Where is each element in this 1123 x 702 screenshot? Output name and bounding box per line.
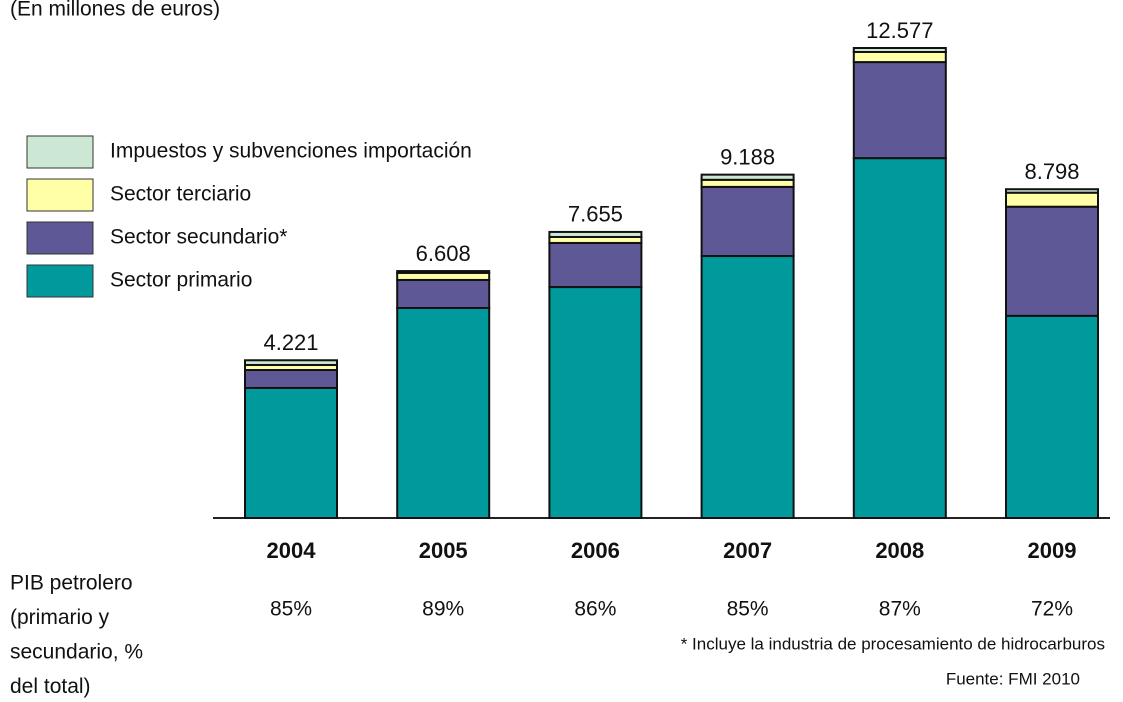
bar-segment <box>852 47 947 53</box>
pib-share: 89% <box>422 598 464 621</box>
pib-share: 85% <box>270 598 312 621</box>
legend-label: Sector primario <box>110 269 252 292</box>
total-label: 4.221 <box>263 330 318 355</box>
total-label: 7.655 <box>568 202 623 227</box>
row-label: (primario y <box>10 606 110 629</box>
bar-segment <box>244 386 338 519</box>
bar-segment <box>1005 191 1099 208</box>
x-tick-label: 2005 <box>419 538 468 563</box>
bar-segment <box>852 157 947 519</box>
bar-segment <box>852 61 947 160</box>
bar-segment <box>1005 205 1099 317</box>
bar-segment <box>852 50 947 64</box>
bar-segment <box>244 359 338 366</box>
legend-label: Impuestos y subvenciones importación <box>110 140 472 163</box>
bar-segment <box>700 185 795 258</box>
total-label: 9.188 <box>720 144 775 169</box>
bar-segment <box>700 255 795 519</box>
total-label: 12.577 <box>866 18 933 43</box>
bar-segment <box>396 270 491 274</box>
bar-segment <box>396 306 491 519</box>
bar-segment <box>396 271 491 281</box>
pib-share: 87% <box>879 598 921 621</box>
bar-segment <box>548 286 643 519</box>
legend-label: Sector secundario* <box>110 226 287 249</box>
x-tick-label: 2006 <box>571 538 620 563</box>
row-label: PIB petrolero <box>10 572 133 595</box>
x-tick-label: 2009 <box>1028 538 1077 563</box>
bar-segment <box>700 173 795 181</box>
bar-segment <box>1005 188 1099 194</box>
source: Fuente: FMI 2010 <box>946 669 1080 688</box>
pib-share: 72% <box>1031 598 1073 621</box>
bar-segment <box>1005 314 1099 519</box>
row-label: del total) <box>10 675 91 698</box>
bar-segment <box>548 241 643 289</box>
x-tick-label: 2007 <box>723 538 772 563</box>
legend-swatch <box>26 135 94 169</box>
legend-swatch <box>26 221 94 255</box>
bar-segment <box>396 278 491 309</box>
footnote: * Incluye la industria de procesamiento … <box>681 634 1105 653</box>
bar-segment <box>700 178 795 188</box>
legend-swatch <box>26 178 94 212</box>
bar-segment <box>244 369 338 389</box>
total-label: 6.608 <box>416 241 471 266</box>
bar-segment <box>548 230 643 238</box>
row-label: secundario, % <box>10 641 143 664</box>
pib-share: 85% <box>727 598 769 621</box>
total-label: 8.798 <box>1024 159 1079 184</box>
x-tick-label: 2004 <box>267 538 317 563</box>
x-tick-label: 2008 <box>875 538 924 563</box>
pib-share: 86% <box>574 598 616 621</box>
legend-label: Sector terciario <box>110 183 251 206</box>
chart-title: (En millones de euros) <box>10 0 220 21</box>
legend-swatch <box>26 264 94 298</box>
